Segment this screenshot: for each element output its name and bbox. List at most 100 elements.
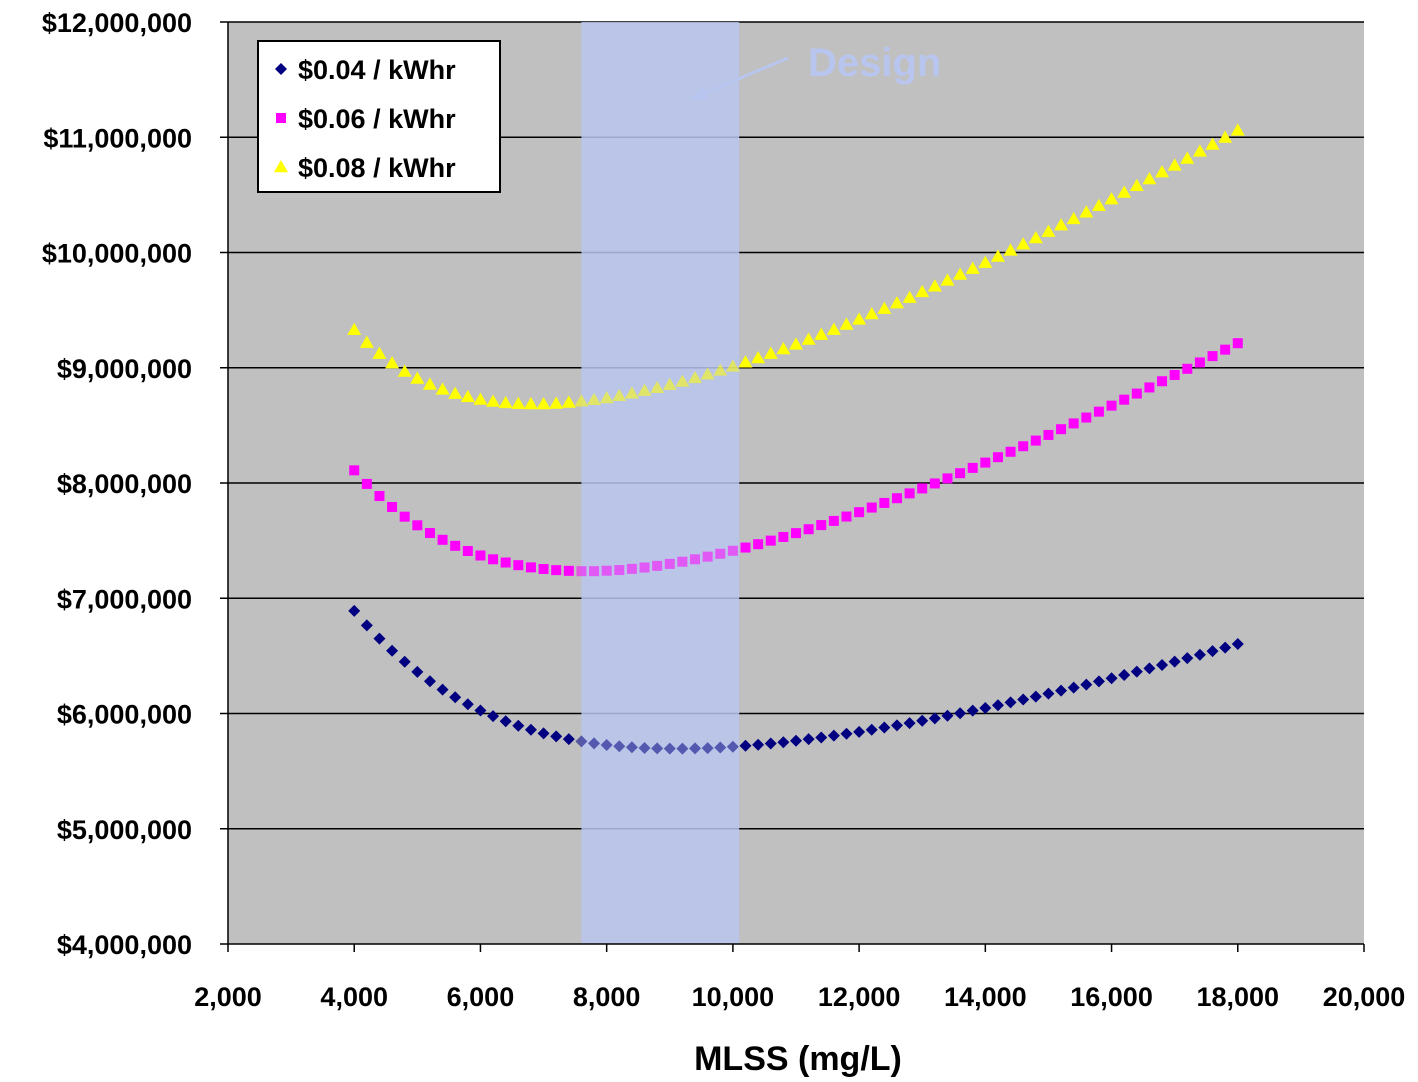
- data-point: [701, 742, 714, 755]
- data-point: [1003, 243, 1018, 256]
- data-point: [1118, 669, 1131, 682]
- legend-item: $0.08 / kWhr: [274, 153, 456, 183]
- data-point: [613, 740, 626, 753]
- x-axis-title: MLSS (mg/L): [694, 1040, 902, 1078]
- data-point: [978, 255, 993, 268]
- data-point: [790, 734, 802, 747]
- data-point: [1168, 655, 1181, 668]
- data-point: [864, 307, 879, 320]
- data-point: [599, 390, 614, 404]
- data-point: [549, 396, 564, 409]
- data-point: [965, 261, 980, 274]
- series-3: [347, 123, 1245, 410]
- data-point: [715, 548, 726, 559]
- data-point: [385, 356, 400, 369]
- y-tick-label: $6,000,000: [57, 700, 192, 730]
- data-point: [889, 296, 904, 309]
- data-point: [841, 511, 852, 522]
- data-point: [776, 341, 791, 355]
- data-point: [349, 465, 360, 476]
- data-point: [1054, 218, 1069, 231]
- gridlines: [228, 21, 1364, 830]
- data-point: [1029, 690, 1042, 703]
- data-point: [1232, 338, 1243, 349]
- data-point: [866, 502, 877, 513]
- data-point: [1180, 151, 1195, 164]
- data-point: [1192, 144, 1207, 157]
- data-point: [890, 719, 903, 732]
- data-point: [778, 531, 789, 542]
- data-point: [929, 478, 940, 489]
- data-point: [1079, 205, 1094, 218]
- data-point: [725, 359, 740, 372]
- data-point: [587, 392, 602, 406]
- data-point: [702, 551, 713, 562]
- data-point: [789, 337, 803, 350]
- data-point: [461, 698, 474, 711]
- legend-label: $0.06 / kWhr: [298, 104, 456, 134]
- data-point: [1030, 435, 1041, 446]
- data-point: [462, 545, 473, 556]
- data-point: [953, 267, 968, 280]
- data-point: [551, 565, 562, 576]
- data-point: [1157, 376, 1168, 387]
- data-point: [449, 691, 462, 704]
- data-point: [424, 528, 435, 539]
- data-point: [992, 452, 1003, 463]
- series-1: [348, 604, 1244, 755]
- data-point: [853, 725, 866, 738]
- data-point: [967, 462, 978, 473]
- design-range-band: [581, 22, 740, 944]
- design-arrow-head: [688, 86, 708, 100]
- data-point: [1142, 171, 1157, 185]
- data-point: [990, 249, 1005, 262]
- data-point: [525, 562, 536, 573]
- data-point: [942, 473, 953, 484]
- data-point: [650, 380, 665, 394]
- data-point: [1093, 406, 1104, 417]
- data-point: [488, 554, 499, 565]
- data-point: [839, 317, 854, 330]
- data-point: [664, 558, 675, 569]
- data-point: [688, 370, 703, 384]
- legend-label: $0.08 / kWhr: [298, 153, 456, 183]
- data-point: [423, 675, 436, 688]
- data-point: [1091, 198, 1106, 211]
- data-point: [1144, 382, 1155, 393]
- data-point: [852, 312, 867, 325]
- data-point: [777, 736, 790, 749]
- data-point: [512, 719, 525, 732]
- data-point: [726, 740, 739, 753]
- data-point: [524, 723, 537, 736]
- data-point: [1056, 424, 1067, 435]
- data-point: [639, 562, 650, 573]
- data-point: [739, 739, 752, 752]
- data-point: [1219, 641, 1232, 654]
- data-point: [347, 322, 362, 335]
- data-point: [625, 741, 638, 754]
- data-point: [626, 563, 637, 574]
- data-point: [589, 566, 600, 577]
- y-tick-label: $9,000,000: [57, 354, 192, 384]
- data-point: [473, 392, 488, 405]
- data-point: [422, 377, 437, 390]
- data-point: [1055, 684, 1068, 697]
- data-point: [1130, 665, 1143, 678]
- data-point: [1080, 678, 1093, 691]
- data-point: [588, 737, 601, 750]
- data-point: [1205, 137, 1220, 150]
- legend-item: $0.06 / kWhr: [276, 104, 456, 134]
- data-point: [826, 322, 841, 335]
- data-point: [1156, 658, 1169, 671]
- data-point: [348, 604, 361, 617]
- data-point: [624, 386, 639, 399]
- data-point: [738, 355, 753, 368]
- data-point: [814, 327, 829, 340]
- data-point: [854, 507, 865, 518]
- data-point: [714, 741, 727, 754]
- data-point: [1230, 123, 1245, 136]
- data-point: [991, 699, 1004, 712]
- data-point: [398, 655, 411, 668]
- data-point: [740, 542, 751, 553]
- data-point: [474, 704, 487, 717]
